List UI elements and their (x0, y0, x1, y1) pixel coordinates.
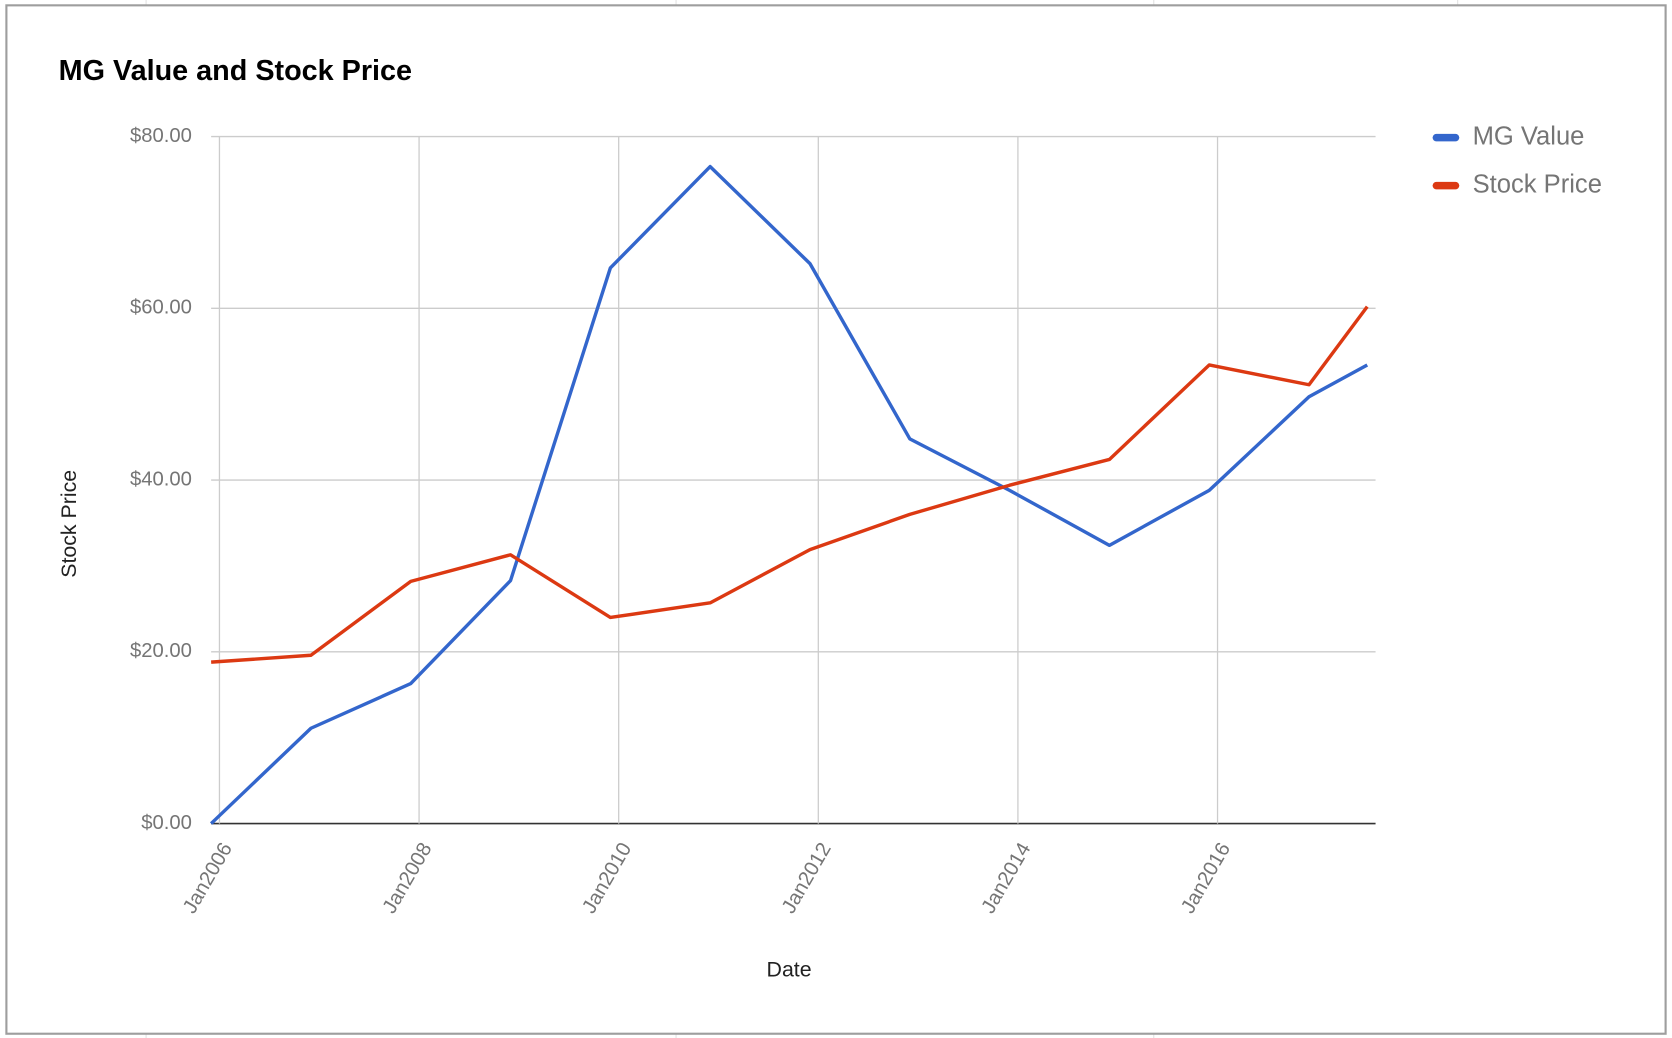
y-tick-label: $20.00 (130, 640, 192, 662)
y-tick-label: $80.00 (130, 125, 192, 147)
data-line (211, 305, 1369, 664)
chart-frame (5, 4, 1667, 1035)
x-axis-title: Date (767, 957, 812, 981)
y-axis-title: Stock Price (57, 470, 81, 578)
y-tick-label: $60.00 (130, 297, 192, 319)
legend-label: Stock Price (1473, 170, 1602, 198)
y-tick-label: $0.00 (141, 812, 192, 834)
legend-label: MG Value (1473, 122, 1585, 150)
chart-title: MG Value and Stock Price (59, 55, 412, 87)
y-tick-label: $40.00 (130, 468, 192, 490)
data-line (209, 164, 1369, 825)
